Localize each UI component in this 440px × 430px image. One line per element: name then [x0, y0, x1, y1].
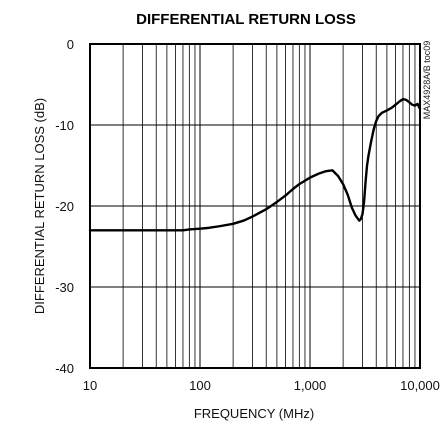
y-axis-label: DIFFERENTIAL RETURN LOSS (dB): [32, 98, 47, 314]
plot-frame: [89, 43, 421, 369]
y-tick-labels: 0 -10 -20 -30 -40: [55, 37, 74, 376]
y-tick-label: -30: [55, 280, 74, 295]
x-axis-label: FREQUENCY (MHz): [194, 406, 314, 421]
series-layer: [88, 97, 422, 232]
x-tick-label: 100: [189, 378, 211, 393]
chart-title: DIFFERENTIAL RETURN LOSS: [136, 11, 356, 28]
y-tick-label: 0: [67, 37, 74, 52]
x-tick-label: 10: [83, 378, 97, 393]
grid-major: [89, 43, 421, 369]
y-tick-label: -40: [55, 361, 74, 376]
y-tick-label: -10: [55, 118, 74, 133]
y-tick-label: -20: [55, 199, 74, 214]
x-tick-labels: 10 100 1,000 10,000: [83, 378, 440, 393]
x-tick-label: 1,000: [294, 378, 327, 393]
x-tick-label: 10,000: [400, 378, 440, 393]
series-line: [88, 97, 422, 232]
chart-annotation: MAX4928A/B toc09: [422, 41, 432, 120]
